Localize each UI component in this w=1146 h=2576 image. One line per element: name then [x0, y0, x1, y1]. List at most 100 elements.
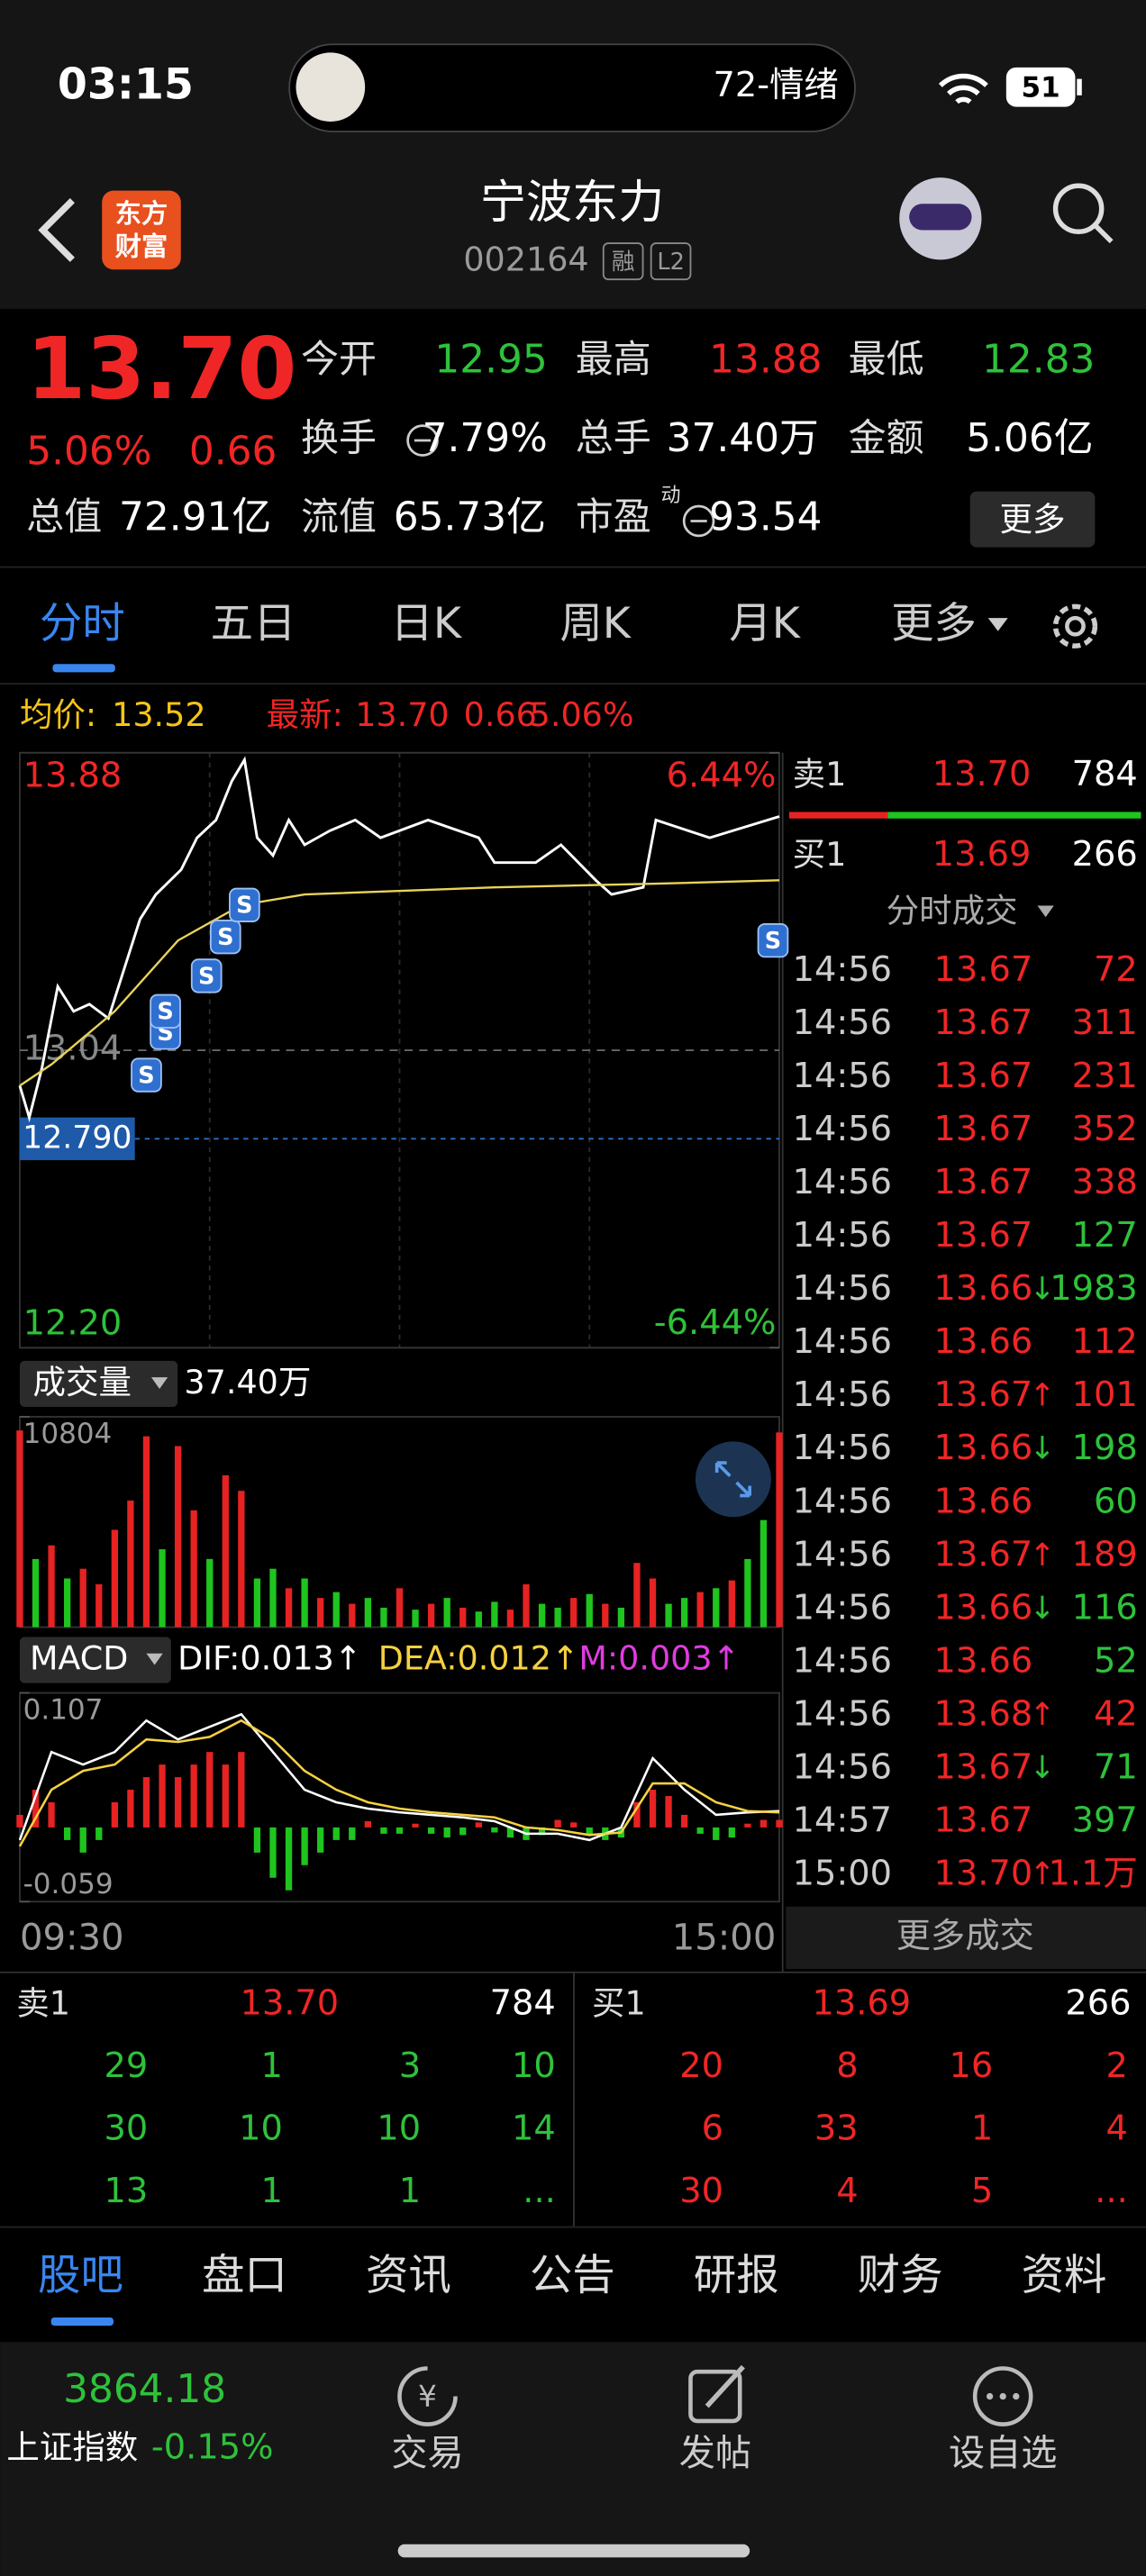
trade-icon[interactable] — [397, 2366, 458, 2426]
trade-vol: 189 — [1072, 1534, 1138, 1574]
settings-button[interactable] — [1052, 603, 1098, 649]
index-change: -0.15% — [151, 2426, 274, 2467]
volume-bar — [380, 1607, 387, 1628]
info-tab[interactable]: 财务 — [858, 2251, 943, 2300]
chart-tab[interactable]: 月K — [729, 599, 801, 649]
app-logo — [102, 190, 181, 270]
signal-marker — [131, 1057, 162, 1093]
macd-bar — [32, 1790, 40, 1828]
index-value: 3864.18 — [63, 2366, 226, 2412]
info-tab[interactable]: 资讯 — [366, 2251, 451, 2300]
macd-bar — [759, 1819, 768, 1828]
chart-tab[interactable]: 日K — [390, 599, 462, 649]
y-tick-label: 13.88 — [23, 756, 123, 796]
info-tab[interactable]: 公告 — [530, 2251, 615, 2300]
trade-price: 13.67 — [934, 1109, 1033, 1149]
queue-vol: 10 — [377, 2108, 421, 2148]
battery-tip — [1077, 78, 1082, 95]
dif-label: DIF:0.013↑ — [177, 1639, 361, 1678]
macd-bar — [728, 1827, 735, 1838]
macd-bar — [633, 1801, 641, 1828]
dropdown-arrow — [1037, 905, 1054, 918]
queue-vol: 6 — [702, 2108, 723, 2148]
expand-button[interactable] — [695, 1441, 771, 1518]
queue-vol: 1 — [971, 2108, 993, 2148]
chart-tab[interactable]: 分时 — [40, 599, 125, 649]
signal-marker — [190, 958, 223, 993]
pill-text: 72-情绪 — [714, 65, 839, 105]
field-sup: 动 — [661, 485, 681, 507]
volume-label[interactable]: 成交量 — [33, 1363, 132, 1401]
queue-vol: 30 — [679, 2171, 723, 2211]
price-line — [18, 756, 780, 1123]
trade-arrow: ↑ — [1029, 1697, 1055, 1733]
field-label: 总值 — [26, 494, 102, 539]
macd-bar — [63, 1827, 71, 1840]
macd-label[interactable]: MACD — [30, 1639, 128, 1678]
pct-tick-label: -6.44% — [654, 1302, 777, 1343]
m-label: M:0.003↑ — [578, 1639, 740, 1678]
y-tick-label: 0.107 — [23, 1694, 104, 1727]
more-label[interactable]: 更多 — [1000, 500, 1066, 539]
more-button[interactable] — [969, 491, 1096, 548]
macd-bar — [222, 1764, 229, 1828]
stock-code: 002164 — [463, 240, 588, 279]
ratio-bar-red — [788, 812, 888, 819]
info-tab[interactable]: 盘口 — [202, 2251, 287, 2300]
info-icon — [406, 424, 439, 457]
home-indicator — [397, 2544, 750, 2558]
macd-line — [18, 1719, 780, 1847]
info-tab[interactable]: 资料 — [1022, 2251, 1107, 2300]
volume-bar — [491, 1601, 498, 1628]
volume-bar — [443, 1598, 450, 1628]
footer-button[interactable]: 交易 — [391, 2433, 463, 2474]
footer-button[interactable]: 发帖 — [679, 2433, 751, 2474]
trade-vol: 71 — [1094, 1746, 1138, 1787]
trade-time: 14:56 — [793, 1162, 892, 1202]
avg-value: 13.52 — [112, 695, 205, 734]
trade-vol: 311 — [1072, 1002, 1138, 1043]
volume-selector[interactable] — [19, 1360, 178, 1408]
battery — [1005, 67, 1076, 107]
chart-tab[interactable]: 周K — [559, 599, 632, 649]
trade-time: 14:56 — [793, 1002, 892, 1043]
post-icon[interactable] — [688, 2369, 742, 2424]
more-trades-label[interactable]: 更多成交 — [896, 1916, 1034, 1956]
badge-frame — [650, 242, 692, 281]
latest-change: 0.66 — [464, 695, 537, 734]
volume-bar — [586, 1593, 593, 1628]
bid-vol: 266 — [1072, 834, 1138, 875]
chart-tab[interactable]: 更多 — [891, 599, 977, 649]
queue-vol: 4 — [1105, 2108, 1127, 2148]
macd-bar — [412, 1823, 419, 1828]
footer-button[interactable]: 设自选 — [949, 2433, 1057, 2474]
volume-bar — [523, 1583, 530, 1628]
trade-arrow: ↓ — [1029, 1431, 1055, 1467]
trade-time: 14:56 — [793, 1746, 892, 1787]
chart-tab[interactable]: 五日 — [211, 599, 296, 649]
y-tick-label: 12.20 — [23, 1302, 123, 1343]
macd-bar — [380, 1827, 387, 1834]
queue-vol: ... — [1095, 2171, 1128, 2211]
expand-icon — [714, 1461, 751, 1498]
dot — [986, 2392, 994, 2400]
trade-time: 14:56 — [793, 1215, 892, 1256]
field-value: 7.79% — [423, 415, 548, 461]
info-tab[interactable]: 股吧 — [38, 2251, 123, 2300]
low-marker-label: 12.790 — [23, 1120, 132, 1156]
latest-label: 最新: — [267, 695, 343, 734]
field-label: 换手 — [301, 416, 377, 460]
field-value: 65.73亿 — [394, 494, 546, 540]
volume-bar — [459, 1607, 467, 1628]
watchlist-icon[interactable] — [972, 2366, 1033, 2426]
more-trades-button[interactable] — [786, 1906, 1146, 1970]
back-button[interactable] — [38, 198, 75, 262]
macd-bar — [744, 1823, 751, 1828]
battery-level: 51 — [1022, 72, 1060, 104]
search-button[interactable] — [1052, 183, 1105, 235]
ask-price: 13.70 — [240, 1983, 339, 2024]
field-label: 今开 — [301, 337, 377, 381]
volume-bar — [617, 1607, 625, 1628]
info-tab[interactable]: 研报 — [694, 2251, 779, 2300]
macd-selector[interactable] — [19, 1637, 171, 1683]
